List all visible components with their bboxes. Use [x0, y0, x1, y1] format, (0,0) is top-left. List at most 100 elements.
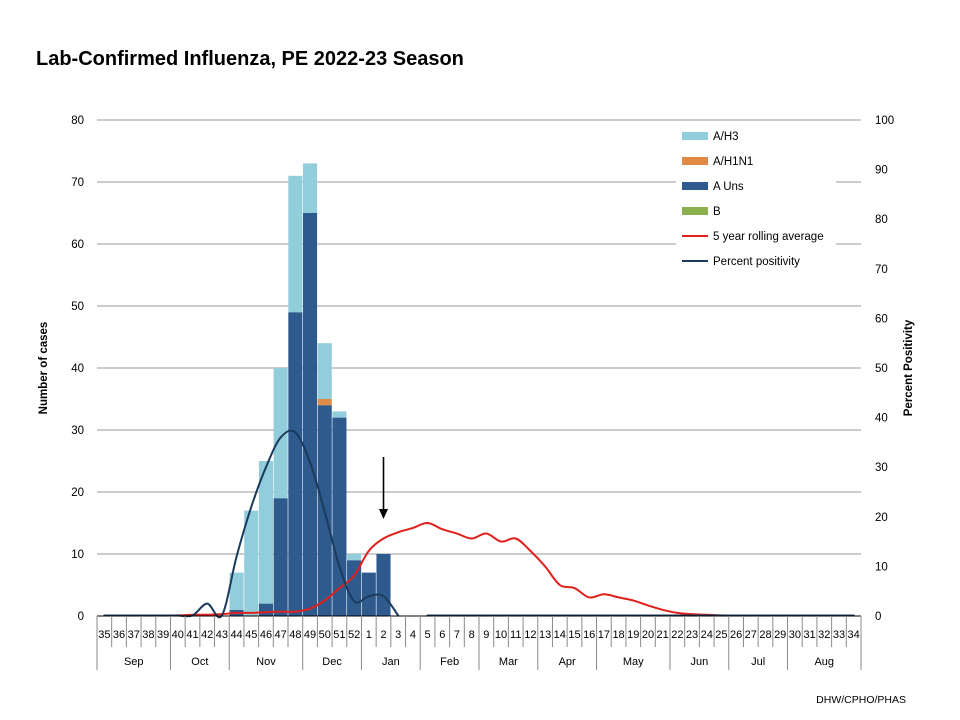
bar	[361, 572, 376, 616]
bar	[317, 343, 332, 399]
x-tick-label: 43	[216, 629, 228, 641]
y2-axis-label: Percent Positivity	[903, 319, 915, 416]
y2-tick-label: 50	[875, 363, 888, 375]
x-tick-label: 14	[554, 629, 566, 641]
x-tick-label: 1	[366, 629, 372, 641]
arrow-head	[379, 509, 388, 519]
x-tick-label: 7	[454, 629, 460, 641]
legend-swatch	[682, 182, 708, 190]
y-tick-label: 80	[71, 115, 84, 127]
month-label: Nov	[256, 656, 276, 668]
x-tick-label: 16	[583, 629, 595, 641]
legend-label: 5 year rolling average	[713, 231, 824, 243]
x-tick-label: 40	[172, 629, 184, 641]
x-tick-label: 51	[333, 629, 345, 641]
x-tick-label: 13	[539, 629, 551, 641]
x-tick-label: 10	[495, 629, 507, 641]
y2-tick-label: 0	[875, 611, 881, 623]
x-tick-label: 31	[803, 629, 815, 641]
month-label: Jul	[751, 656, 765, 668]
x-tick-label: 12	[524, 629, 536, 641]
x-tick-label: 30	[789, 629, 801, 641]
bar	[376, 554, 391, 616]
source-credit: DHW/CPHO/PHAS	[816, 694, 906, 706]
x-tick-label: 42	[201, 629, 213, 641]
series-lines	[103, 429, 855, 619]
bar	[302, 213, 318, 616]
month-label: Sep	[124, 656, 144, 668]
x-tick-label: 23	[686, 629, 698, 641]
x-tick-label: 45	[245, 629, 257, 641]
y-tick-label: 60	[71, 239, 84, 251]
chart-title: Lab-Confirmed Influenza, PE 2022-23 Seas…	[36, 48, 464, 70]
month-label: Aug	[814, 656, 834, 668]
y2-tick-label: 10	[875, 561, 888, 573]
y-tick-label: 10	[71, 549, 84, 561]
y2-tick-label: 90	[875, 165, 888, 177]
month-label: May	[623, 656, 644, 668]
grid-lines	[97, 119, 861, 555]
y-tick-label: 30	[71, 425, 84, 437]
y2-tick-label: 80	[875, 214, 888, 226]
y-tick-label: 40	[71, 363, 84, 375]
bar	[229, 572, 244, 610]
x-tick-label: 25	[715, 629, 727, 641]
y2-tick-label: 60	[875, 313, 888, 325]
bar	[258, 461, 274, 604]
legend: A/H3 A/H1N1 A Uns B 5 year rolling average Pe…	[676, 124, 836, 276]
x-tick-label: 22	[671, 629, 683, 641]
y2-tick-label: 20	[875, 512, 888, 524]
annotations	[379, 457, 388, 519]
x-tick-label: 37	[128, 629, 140, 641]
legend-label: A Uns	[713, 181, 744, 193]
y2-tick-label: 100	[875, 115, 894, 127]
x-tick-label: 28	[759, 629, 771, 641]
x-tick-label: 34	[848, 629, 860, 641]
legend-label: A/H1N1	[713, 156, 753, 168]
x-tick-label: 44	[230, 629, 242, 641]
legend-swatch	[682, 207, 708, 215]
month-label: Feb	[440, 656, 459, 668]
x-tick-label: 50	[319, 629, 331, 641]
y-tick-label: 0	[78, 611, 84, 623]
x-tick-label: 21	[657, 629, 669, 641]
bar	[302, 163, 318, 213]
legend-swatch	[682, 157, 708, 165]
x-tick-label: 24	[701, 629, 713, 641]
bar	[332, 417, 347, 616]
x-tick-label: 38	[142, 629, 154, 641]
x-tick-label: 19	[627, 629, 639, 641]
bar	[288, 175, 303, 313]
x-tick-label: 52	[348, 629, 360, 641]
x-tick-label: 26	[730, 629, 742, 641]
bar	[258, 603, 274, 616]
x-tick-label: 17	[598, 629, 610, 641]
x-tick-label: 27	[745, 629, 757, 641]
x-tick-label: 29	[774, 629, 786, 641]
x-tick-label: 6	[439, 629, 445, 641]
bar	[244, 510, 259, 616]
x-tick-label: 11	[510, 629, 521, 641]
legend-label: Percent positivity	[713, 256, 800, 268]
x-tick-label: 9	[483, 629, 489, 641]
month-label: Dec	[322, 656, 342, 668]
x-tick-label: 8	[469, 629, 475, 641]
month-label: Jun	[691, 656, 709, 668]
y-tick-label: 70	[71, 177, 84, 189]
month-label: Jan	[382, 656, 400, 668]
x-tick-label: 3	[395, 629, 401, 641]
x-tick-label: 5	[425, 629, 431, 641]
x-tick-label: 33	[833, 629, 845, 641]
x-tick-label: 35	[98, 629, 110, 641]
x-tick-label: 41	[186, 629, 198, 641]
y-tick-label: 50	[71, 301, 84, 313]
x-tick-label: 32	[818, 629, 830, 641]
bars	[229, 163, 391, 616]
x-tick-label: 4	[410, 629, 416, 641]
legend-box	[676, 124, 836, 276]
bar	[273, 368, 288, 499]
month-label: Apr	[559, 656, 576, 668]
bar	[273, 498, 288, 616]
